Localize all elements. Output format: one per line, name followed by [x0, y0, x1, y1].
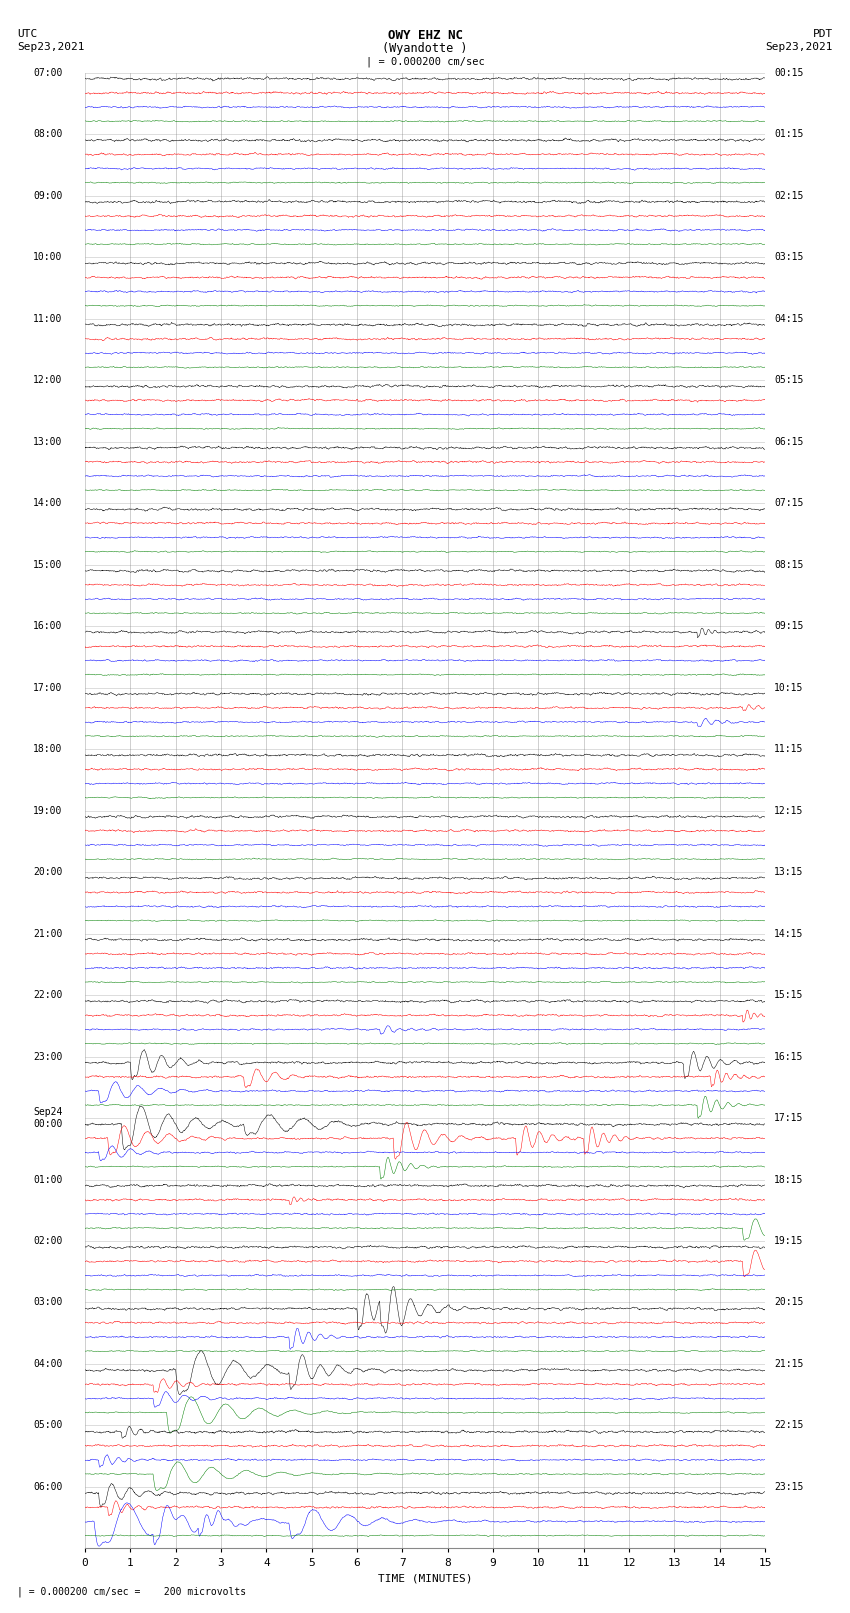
Text: 23:00: 23:00 — [33, 1052, 62, 1061]
Text: 02:15: 02:15 — [774, 190, 803, 200]
Text: 01:00: 01:00 — [33, 1174, 62, 1184]
X-axis label: TIME (MINUTES): TIME (MINUTES) — [377, 1573, 473, 1582]
Text: 17:15: 17:15 — [774, 1113, 803, 1123]
Text: Sep24
00:00: Sep24 00:00 — [33, 1107, 62, 1129]
Text: 02:00: 02:00 — [33, 1236, 62, 1245]
Text: 06:15: 06:15 — [774, 437, 803, 447]
Text: 20:00: 20:00 — [33, 868, 62, 877]
Text: OWY EHZ NC: OWY EHZ NC — [388, 29, 462, 42]
Text: (Wyandotte ): (Wyandotte ) — [382, 42, 468, 55]
Text: | = 0.000200 cm/sec: | = 0.000200 cm/sec — [366, 56, 484, 68]
Text: 12:15: 12:15 — [774, 805, 803, 816]
Text: 21:00: 21:00 — [33, 929, 62, 939]
Text: UTC: UTC — [17, 29, 37, 39]
Text: 15:00: 15:00 — [33, 560, 62, 569]
Text: 00:15: 00:15 — [774, 68, 803, 77]
Text: 23:15: 23:15 — [774, 1482, 803, 1492]
Text: 06:00: 06:00 — [33, 1482, 62, 1492]
Text: 14:15: 14:15 — [774, 929, 803, 939]
Text: 21:15: 21:15 — [774, 1360, 803, 1369]
Text: 08:15: 08:15 — [774, 560, 803, 569]
Text: 01:15: 01:15 — [774, 129, 803, 139]
Text: 11:00: 11:00 — [33, 313, 62, 324]
Text: 09:15: 09:15 — [774, 621, 803, 631]
Text: 22:15: 22:15 — [774, 1421, 803, 1431]
Text: 07:00: 07:00 — [33, 68, 62, 77]
Text: 14:00: 14:00 — [33, 498, 62, 508]
Text: 07:15: 07:15 — [774, 498, 803, 508]
Text: Sep23,2021: Sep23,2021 — [17, 42, 84, 52]
Text: 11:15: 11:15 — [774, 744, 803, 753]
Text: 16:00: 16:00 — [33, 621, 62, 631]
Text: 19:00: 19:00 — [33, 805, 62, 816]
Text: 03:15: 03:15 — [774, 252, 803, 261]
Text: 15:15: 15:15 — [774, 990, 803, 1000]
Text: 19:15: 19:15 — [774, 1236, 803, 1245]
Text: 13:15: 13:15 — [774, 868, 803, 877]
Text: 17:00: 17:00 — [33, 682, 62, 692]
Text: | = 0.000200 cm/sec =    200 microvolts: | = 0.000200 cm/sec = 200 microvolts — [17, 1586, 246, 1597]
Text: 09:00: 09:00 — [33, 190, 62, 200]
Text: 03:00: 03:00 — [33, 1297, 62, 1308]
Text: 16:15: 16:15 — [774, 1052, 803, 1061]
Text: 20:15: 20:15 — [774, 1297, 803, 1308]
Text: 04:15: 04:15 — [774, 313, 803, 324]
Text: 18:00: 18:00 — [33, 744, 62, 753]
Text: 10:15: 10:15 — [774, 682, 803, 692]
Text: 22:00: 22:00 — [33, 990, 62, 1000]
Text: 18:15: 18:15 — [774, 1174, 803, 1184]
Text: 12:00: 12:00 — [33, 376, 62, 386]
Text: Sep23,2021: Sep23,2021 — [766, 42, 833, 52]
Text: 05:15: 05:15 — [774, 376, 803, 386]
Text: 04:00: 04:00 — [33, 1360, 62, 1369]
Text: 05:00: 05:00 — [33, 1421, 62, 1431]
Text: 08:00: 08:00 — [33, 129, 62, 139]
Text: 10:00: 10:00 — [33, 252, 62, 261]
Text: PDT: PDT — [813, 29, 833, 39]
Text: 13:00: 13:00 — [33, 437, 62, 447]
